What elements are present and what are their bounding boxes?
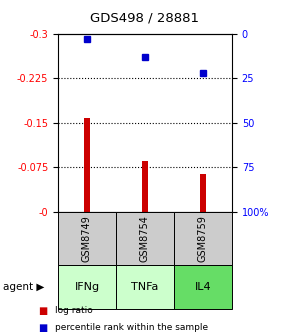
Bar — [116, 265, 174, 309]
Text: ■: ■ — [38, 323, 47, 333]
Bar — [174, 265, 232, 309]
Text: GSM8754: GSM8754 — [140, 215, 150, 262]
Bar — [142, 161, 148, 212]
Text: TNFa: TNFa — [131, 282, 159, 292]
Bar — [200, 174, 206, 212]
Text: ■: ■ — [38, 306, 47, 316]
Text: GSM8759: GSM8759 — [198, 215, 208, 262]
Bar — [58, 265, 116, 309]
Text: IFNg: IFNg — [75, 282, 99, 292]
Text: GDS498 / 28881: GDS498 / 28881 — [90, 12, 200, 25]
Bar — [174, 212, 232, 265]
Text: log ratio: log ratio — [55, 306, 93, 315]
Text: agent ▶: agent ▶ — [3, 282, 44, 292]
Text: GSM8749: GSM8749 — [82, 215, 92, 262]
Text: percentile rank within the sample: percentile rank within the sample — [55, 323, 208, 332]
Bar — [116, 212, 174, 265]
Text: IL4: IL4 — [195, 282, 211, 292]
Bar — [58, 212, 116, 265]
Bar — [84, 119, 90, 212]
